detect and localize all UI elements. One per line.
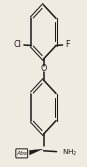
Text: Abs: Abs [16,151,27,156]
Text: F: F [65,40,70,49]
Polygon shape [29,149,43,155]
Text: NH$_2$: NH$_2$ [62,147,77,158]
FancyBboxPatch shape [16,149,28,158]
Text: O: O [40,64,47,73]
Text: Cl: Cl [13,40,21,49]
